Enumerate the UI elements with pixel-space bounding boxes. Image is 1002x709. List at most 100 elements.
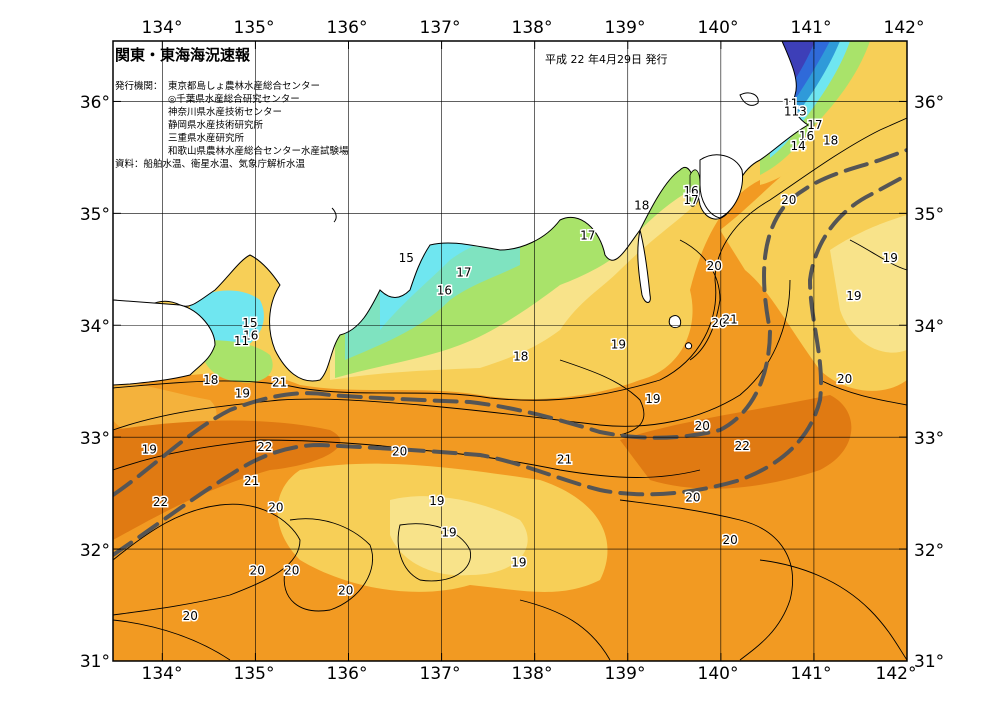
lake-outline <box>739 92 759 106</box>
map-title: 関東・東海海況速報 <box>115 46 251 64</box>
isotherm-label: 20 <box>284 563 299 577</box>
shikoku-land <box>113 299 216 386</box>
isotherm-label: 11 <box>234 334 249 348</box>
isotherm-label: 11 <box>783 97 798 111</box>
lon-tick-bottom: 135° <box>233 664 275 684</box>
isotherm-label: 17 <box>456 266 471 280</box>
organization-item: 神奈川県水産技術センター <box>168 107 283 118</box>
lat-tick-left: 31° <box>79 652 110 672</box>
isotherm-label: 20 <box>695 419 710 433</box>
isotherm-label: 19 <box>611 337 626 351</box>
lat-tick-left: 32° <box>79 541 110 561</box>
lon-tick-bottom: 137° <box>419 664 461 684</box>
lon-tick-top: 142° <box>883 18 925 38</box>
isotherm-label: 20 <box>711 316 726 330</box>
organization-item: 三重県水産研究所 <box>168 133 245 144</box>
isotherm-label: 14 <box>790 139 805 153</box>
lon-tick-top: 139° <box>604 18 646 38</box>
lon-tick-bottom: 139° <box>604 664 646 684</box>
isotherm-label: 19 <box>142 442 157 456</box>
isotherm-label: 20 <box>250 563 265 577</box>
lat-tick-left: 35° <box>79 205 110 225</box>
isotherm-label: 113 <box>784 105 807 119</box>
isotherm-label: 16 <box>437 284 452 298</box>
map-area <box>113 41 907 661</box>
tokyo-bay <box>689 169 701 207</box>
lon-tick-top: 140° <box>697 18 739 38</box>
organization-item: 東京都島しょ農林水産総合センター <box>168 81 321 92</box>
lon-tick-top: 136° <box>326 18 368 38</box>
isotherm-label: 21 <box>244 474 259 488</box>
kuroshio-axis <box>113 148 907 557</box>
isotherm-label: 16 <box>683 184 698 198</box>
isotherm-label: 20 <box>183 609 198 623</box>
organizations-label: 発行機関： <box>115 81 163 92</box>
issue-date: 平成 22 年4月29日 発行 <box>545 53 668 66</box>
isotherm-label: 20 <box>707 259 722 273</box>
isotherm-label: 20 <box>268 501 283 515</box>
lon-tick-top: 135° <box>233 18 275 38</box>
isotherm-label: 19 <box>511 556 526 570</box>
isotherm-label: 21 <box>272 375 287 389</box>
lon-tick-bottom: 142° <box>875 664 917 684</box>
isotherm-label: 15 <box>399 251 414 265</box>
izu-peninsula <box>637 229 651 303</box>
isotherm-label: 22 <box>735 439 750 453</box>
isotherm-label: 17 <box>683 193 698 207</box>
organizations-list: 東京都島しょ農林水産総合センター ◎千葉県水産総合研究センター 神奈川県水産技術… <box>168 80 349 158</box>
isotherm-label: 20 <box>392 445 407 459</box>
ocean-patch <box>200 340 273 383</box>
lat-tick-right: 31° <box>914 652 945 672</box>
isotherm-label: 19 <box>645 392 660 406</box>
isotherm-label: 20 <box>781 193 796 207</box>
source-note: 資料：船舶水温、衛星水温、気象庁解析水温 <box>115 159 306 170</box>
lon-tick-bottom: 136° <box>326 664 368 684</box>
isotherm-label: 21 <box>723 313 738 327</box>
oshima-island <box>668 315 682 329</box>
isotherm-label: 22 <box>257 440 272 454</box>
isotherm-label: 16 <box>243 328 258 342</box>
isotherm-label: 19 <box>846 289 861 303</box>
isotherm-label: 15 <box>242 316 257 330</box>
coast-detail <box>331 207 337 223</box>
isotherm-label: 18 <box>823 134 838 148</box>
isotherm-label: 20 <box>837 372 852 386</box>
isotherm-label: 20 <box>338 583 353 597</box>
isotherm-label: 20 <box>723 533 738 547</box>
isotherm-label: 16 <box>799 129 814 143</box>
lon-tick-bottom: 138° <box>511 664 553 684</box>
lon-tick-top: 138° <box>511 18 553 38</box>
map-frame <box>112 40 908 662</box>
boso-peninsula <box>699 154 744 219</box>
isotherm-label: 18 <box>513 350 528 364</box>
graticule <box>113 41 907 661</box>
lat-tick-right: 33° <box>914 429 945 449</box>
isotherm-label: 22 <box>153 495 168 509</box>
lat-tick-right: 35° <box>914 205 945 225</box>
isotherm-label: 19 <box>235 387 250 401</box>
isotherm-label: 18 <box>634 199 649 213</box>
isotherm-label: 18 <box>203 373 218 387</box>
lat-tick-right: 34° <box>914 317 945 337</box>
lon-tick-top: 137° <box>419 18 461 38</box>
lat-tick-right: 36° <box>914 93 945 113</box>
isotherm-label: 21 <box>557 453 572 467</box>
lon-tick-bottom: 140° <box>697 664 739 684</box>
lon-tick-bottom: 134° <box>141 664 183 684</box>
isotherm-label: 17 <box>807 118 822 132</box>
organization-item: ◎千葉県水産総合研究センター <box>168 94 300 105</box>
lat-tick-left: 33° <box>79 429 110 449</box>
small-island <box>685 342 692 350</box>
isotherm-label: 19 <box>441 525 456 539</box>
light-patch <box>390 496 528 576</box>
organization-item: 静岡県水産技術研究所 <box>168 120 264 131</box>
lat-tick-right: 32° <box>914 541 945 561</box>
lon-tick-top: 141° <box>790 18 832 38</box>
isotherm-label: 17 <box>580 229 595 243</box>
lon-tick-top: 134° <box>141 18 183 38</box>
tick-marks <box>113 41 907 661</box>
isotherm-label: 19 <box>883 251 898 265</box>
lat-tick-left: 36° <box>79 93 110 113</box>
